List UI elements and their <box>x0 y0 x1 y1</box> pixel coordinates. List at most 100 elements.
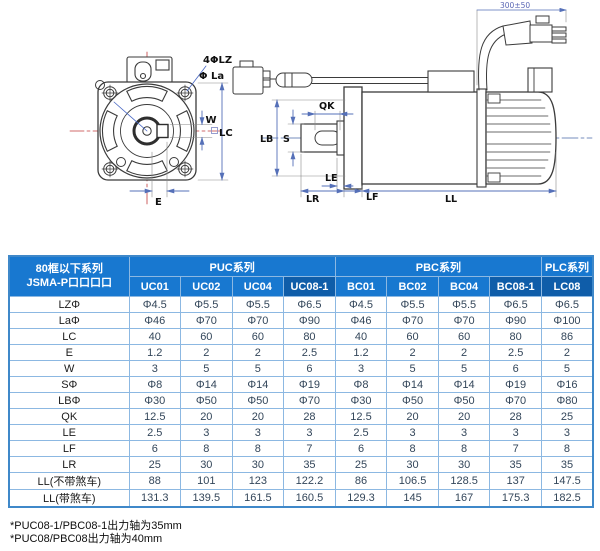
dim-label-holes: 4ΦLZ <box>203 55 232 66</box>
dimension-value: 2 <box>386 344 439 361</box>
dimension-value: 35 <box>283 456 336 473</box>
row-label: W <box>8 360 130 377</box>
dim-label-le: LE <box>325 173 338 184</box>
dimension-value: Φ100 <box>540 312 594 329</box>
dimension-value: Φ14 <box>180 376 233 393</box>
dimension-value: 122.2 <box>283 472 336 490</box>
dimension-value: 60 <box>180 328 233 345</box>
header-group-row: 80框以下系列 JSMA-P口口口口 PUC系列 PBC系列 PLC系列 <box>8 255 594 297</box>
dimension-value: 5 <box>180 360 233 377</box>
dim-cable-length: 300±50 <box>476 1 567 86</box>
table-body: LZΦ Φ4.5 Φ5.5 Φ5.5 Φ6.5 Φ4.5 Φ5.5 Φ5.5 Φ6.5 Φ6.5 L… <box>8 296 594 508</box>
dimension-value: 30 <box>386 456 439 473</box>
dimension-value: 3 <box>489 424 542 441</box>
row-label: LL(不带煞车) <box>8 472 130 490</box>
table-head: 80框以下系列 JSMA-P口口口口 PUC系列 PBC系列 PLC系列 UC01 UC02… <box>8 255 594 297</box>
dimension-value: Φ30 <box>334 392 388 409</box>
row-label: E <box>8 344 130 361</box>
dimension-value: Φ50 <box>386 392 439 409</box>
dimension-value: 5 <box>386 360 439 377</box>
dimension-value: Φ50 <box>180 392 233 409</box>
table-row: LC 40 60 60 80 40 60 60 80 86 <box>8 328 594 345</box>
dimension-value: 35 <box>540 456 594 473</box>
dimension-value: 123 <box>231 472 285 490</box>
dimension-value: 106.5 <box>386 472 439 490</box>
dimension-value: 40 <box>334 328 388 345</box>
model-column-header: BC02 <box>386 276 439 297</box>
dim-label-w: W <box>206 115 217 126</box>
dimension-value: Φ90 <box>283 312 336 329</box>
side-flange <box>343 86 363 190</box>
dimension-value: 86 <box>540 328 594 345</box>
dimension-value: 5 <box>437 360 491 377</box>
dimension-value: 3 <box>128 360 182 377</box>
dimension-value: Φ16 <box>540 376 594 393</box>
dim-label-cable-length: 300±50 <box>500 1 530 10</box>
dimension-value: 8 <box>231 440 285 457</box>
dimension-value: 3 <box>231 424 285 441</box>
shaft-key <box>156 123 169 139</box>
dimension-value: 8 <box>386 440 439 457</box>
dimension-value: 3 <box>334 360 388 377</box>
dimension-value: 25 <box>128 456 182 473</box>
dim-label-lc: LC <box>219 128 233 139</box>
dimension-value: Φ19 <box>283 376 336 393</box>
power-plug <box>502 15 567 46</box>
dimension-value: Φ80 <box>540 392 594 409</box>
model-column-header: UC01 <box>128 276 182 297</box>
corner-line-2: JSMA-P口口口口 <box>26 276 113 289</box>
dim-label-s: S <box>283 134 290 145</box>
dimension-value: 20 <box>180 408 233 425</box>
motor-dimension-drawing: LC W E 4ΦLZ Φ La <box>69 1 593 208</box>
dimension-value: 25 <box>334 456 388 473</box>
pilot-circle <box>120 104 174 158</box>
row-label: LC <box>8 328 130 345</box>
dimension-value: 2.5 <box>334 424 388 441</box>
dimension-value: 88 <box>128 472 182 490</box>
holes-leader <box>186 65 207 92</box>
dimension-value: 2 <box>231 344 285 361</box>
terminal-box <box>126 56 173 84</box>
dimension-value: 25 <box>540 408 594 425</box>
dimension-value: 137 <box>489 472 542 490</box>
dimension-value: 30 <box>180 456 233 473</box>
dimension-value: Φ5.5 <box>231 296 285 313</box>
dim-qk: QK <box>301 101 354 131</box>
dimension-value: 6 <box>489 360 542 377</box>
dimension-value: 60 <box>437 328 491 345</box>
dimension-value: Φ19 <box>489 376 542 393</box>
bolt-circle-leader <box>113 101 148 132</box>
dimension-value: 128.5 <box>437 472 491 490</box>
dimension-value: 2 <box>540 344 594 361</box>
dimension-value: 28 <box>283 408 336 425</box>
dimension-value: Φ46 <box>334 312 388 329</box>
dimension-value: 175.3 <box>489 489 542 508</box>
row-label: LL(带煞车) <box>8 489 130 508</box>
dim-le: LE <box>321 157 354 190</box>
table-row: LL(不带煞车) 88 101 123 122.2 86 106.5 128.5 137 147.… <box>8 472 594 490</box>
dimension-value: 182.5 <box>540 489 594 508</box>
dimension-value: 6 <box>128 440 182 457</box>
row-label: LBΦ <box>8 392 130 409</box>
dimension-value: 1.2 <box>334 344 388 361</box>
dimension-value: 3 <box>437 424 491 441</box>
dimension-table: 80框以下系列 JSMA-P口口口口 PUC系列 PBC系列 PLC系列 UC01 UC02… <box>8 255 595 508</box>
table-row: LR 25 30 30 35 25 30 30 35 35 <box>8 456 594 473</box>
dimension-value: Φ6.5 <box>489 296 542 313</box>
footnotes: *PUC08-1/PBC08-1出力轴为35mm *PUC08/PBC08出力轴… <box>10 520 182 546</box>
dimension-value: Φ8 <box>334 376 388 393</box>
dimension-value: 131.3 <box>128 489 182 508</box>
series-group-header: PLC系列 <box>540 255 594 277</box>
dimension-value: Φ5.5 <box>386 296 439 313</box>
dimension-value: 2.5 <box>128 424 182 441</box>
dim-w: W <box>169 110 217 151</box>
rear-clip-top <box>487 93 501 104</box>
row-label: LF <box>8 440 130 457</box>
cooling-fins <box>486 99 552 177</box>
dimension-value: Φ5.5 <box>437 296 491 313</box>
dimension-value: Φ4.5 <box>128 296 182 313</box>
dimension-value: 1.2 <box>128 344 182 361</box>
dimension-value: 60 <box>231 328 285 345</box>
dimension-value: Φ70 <box>180 312 233 329</box>
dimension-value: Φ70 <box>231 312 285 329</box>
